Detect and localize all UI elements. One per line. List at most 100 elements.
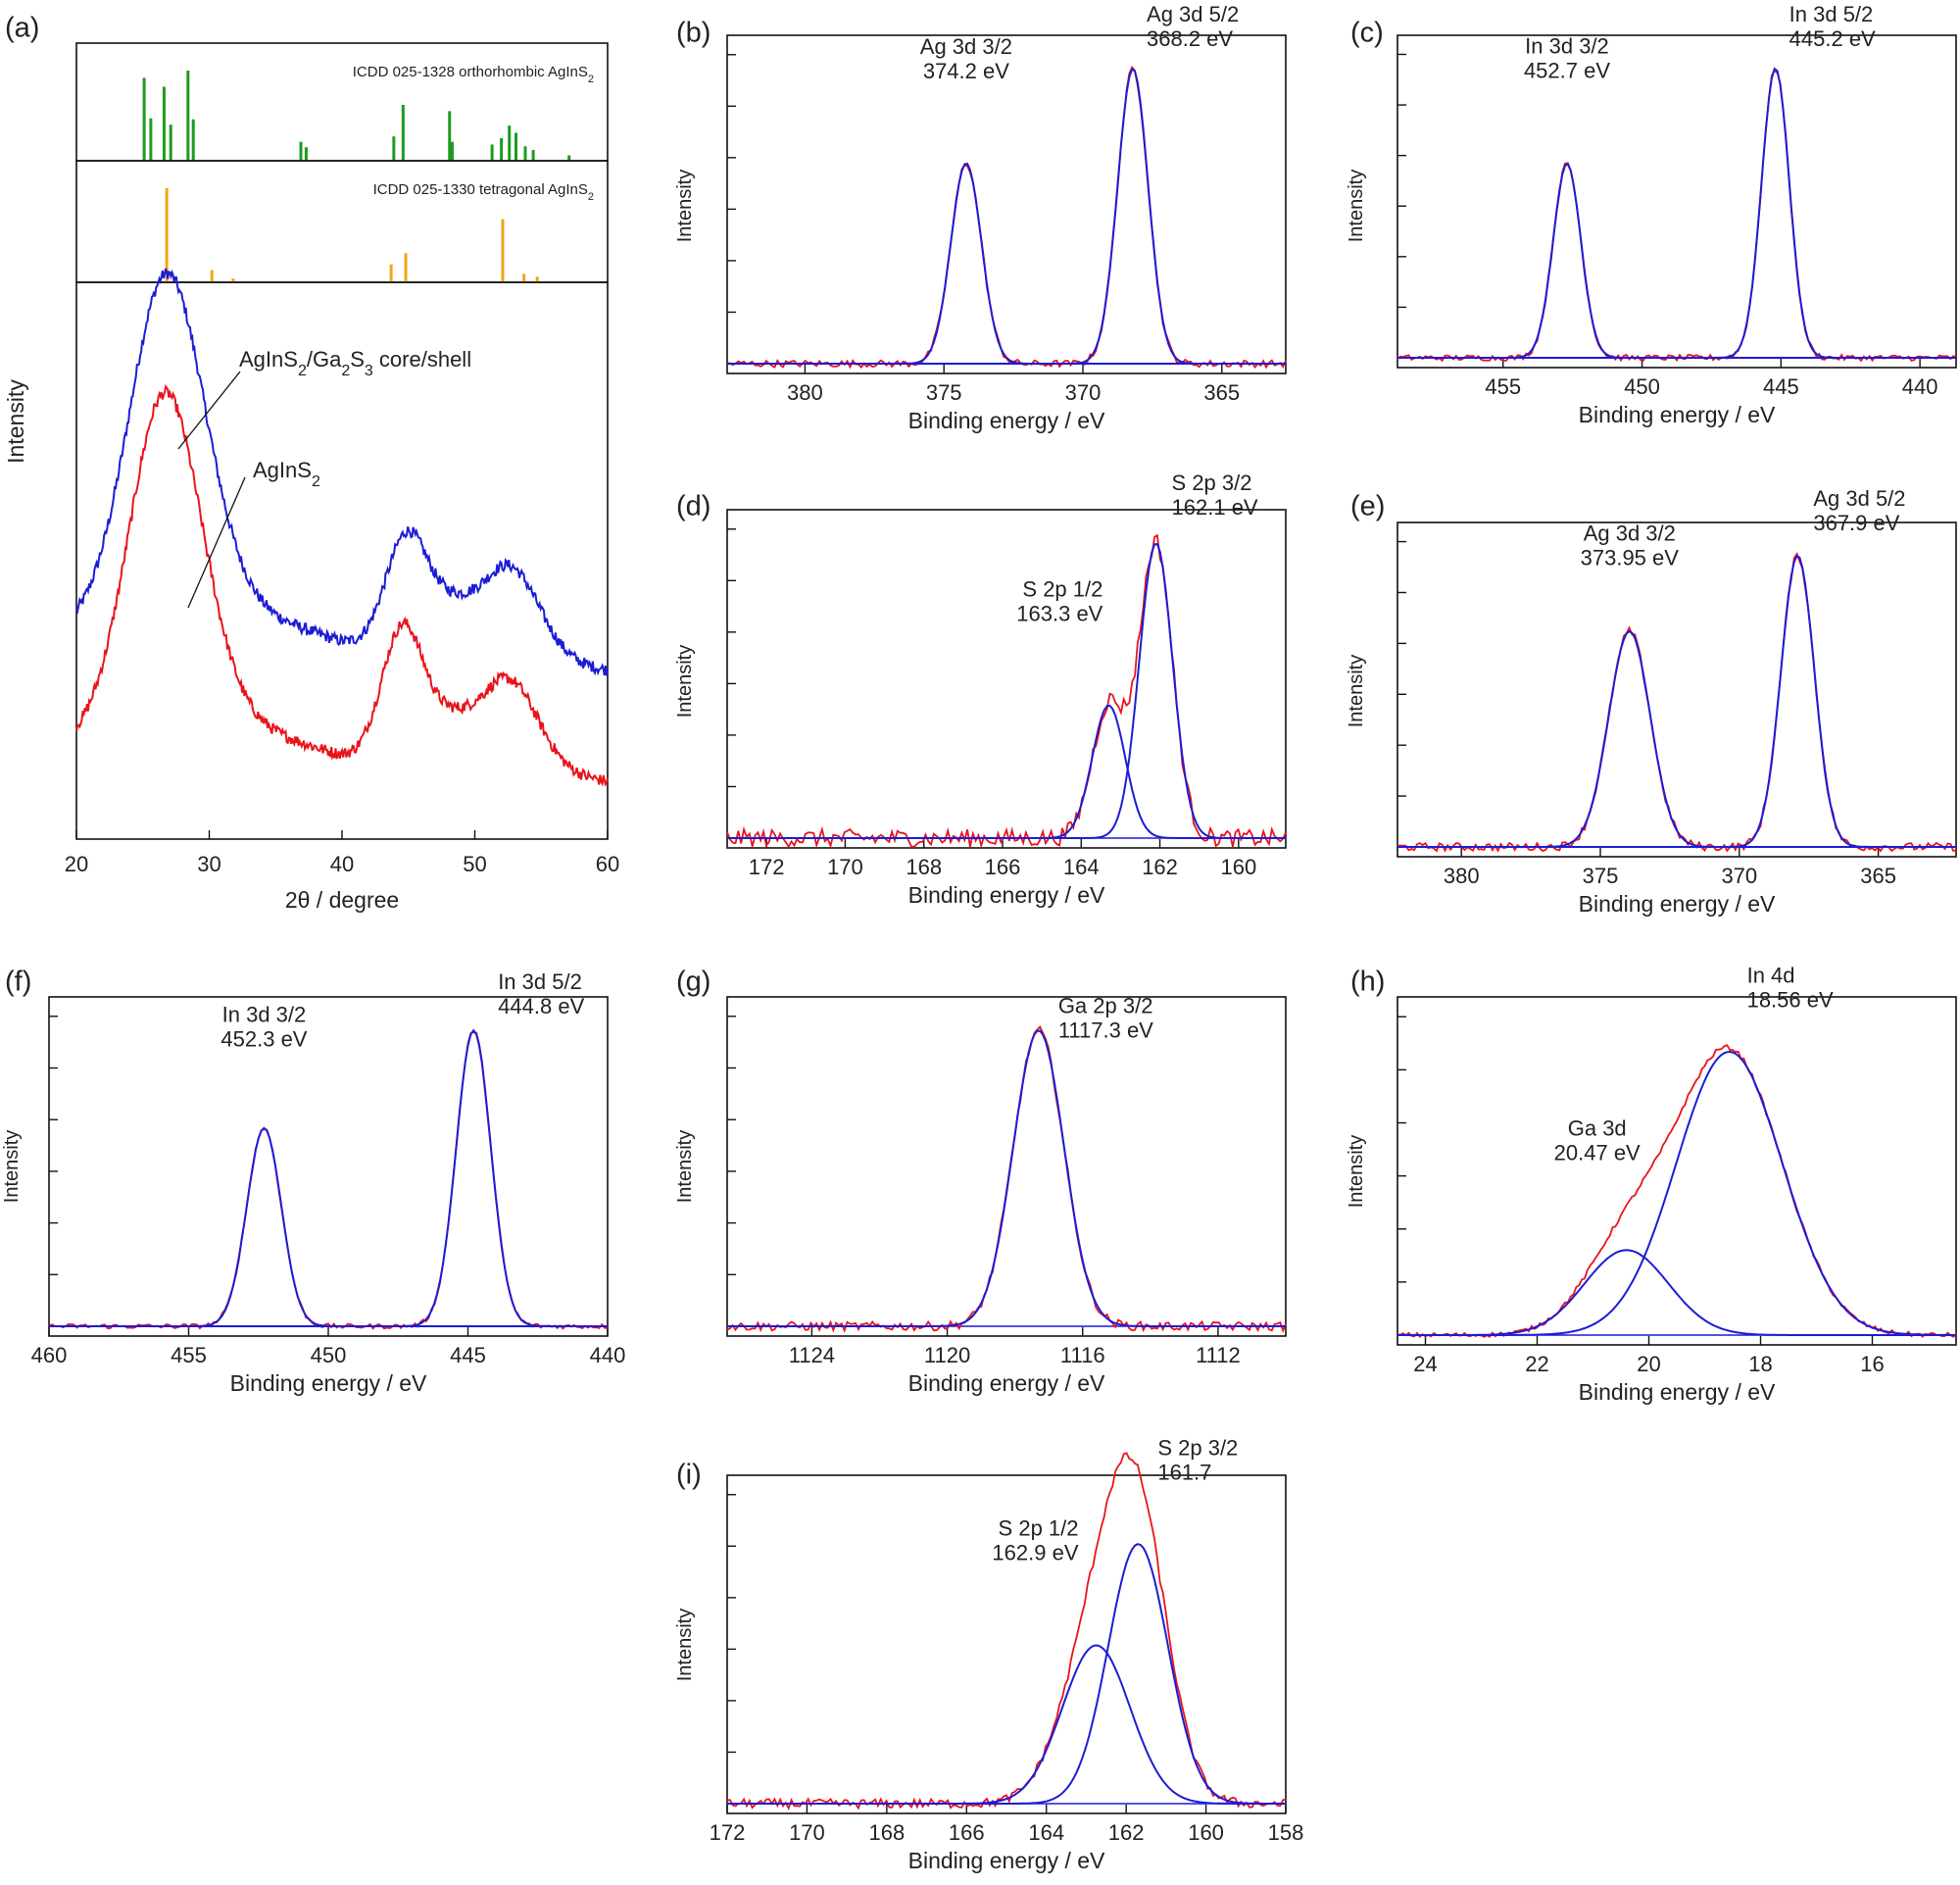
measured-spectrum-line <box>726 1024 1287 1333</box>
series-label-part: AgInS <box>253 458 312 482</box>
x-tick-label: 160 <box>1188 1820 1224 1845</box>
peak-label: In 3d 5/2 <box>498 969 582 994</box>
x-tick-label: 164 <box>1028 1820 1064 1845</box>
peak-label: In 3d 3/2 <box>222 1002 307 1026</box>
series-label-part: 2 <box>312 473 320 490</box>
axes-frame <box>726 1474 1287 1814</box>
fit-component-line-0 <box>727 1029 1286 1327</box>
x-tick-label: 40 <box>330 852 354 876</box>
peak-label: S 2p 3/2 <box>1172 471 1252 495</box>
peak-label: 367.9 eV <box>1813 511 1899 535</box>
x-tick-label: 445 <box>1763 374 1799 399</box>
fit-component-line-1 <box>727 1543 1286 1805</box>
series-label-part: /Ga <box>307 347 342 372</box>
x-tick-label: 455 <box>171 1343 207 1367</box>
x-tick-label: 60 <box>596 852 619 876</box>
x-tick-label: 440 <box>1902 374 1938 399</box>
xps-panel-i: 172 170 168 166 164 162 160 158 Binding energy /… <box>674 1435 1303 1873</box>
y-axis-label: Intensity <box>674 645 696 718</box>
x-tick-label: 1116 <box>1060 1343 1105 1367</box>
x-tick-label: 1120 <box>924 1343 970 1367</box>
peak-label: Ga 3d <box>1568 1116 1627 1141</box>
x-tick-label: 450 <box>311 1343 347 1367</box>
x-tick-label: 172 <box>710 1820 746 1845</box>
x-tick-label: 370 <box>1721 864 1757 888</box>
reference-pattern-1: ICDD 025-1330 tetragonal AgInS2 <box>75 160 609 283</box>
panel-letter: (e) <box>1350 491 1385 522</box>
peak-label: Ag 3d 5/2 <box>1147 2 1239 26</box>
peak-label: 162.9 eV <box>992 1540 1078 1564</box>
x-tick-label: 440 <box>590 1343 626 1367</box>
peak-label: 162.1 eV <box>1172 495 1258 520</box>
y-axis-label: Intensity <box>1346 655 1367 727</box>
peak-label: In 4d <box>1747 964 1795 988</box>
panel-letter: (f) <box>5 967 31 998</box>
reference-label: ICDD 025-1328 orthorhombic AgInS2 <box>353 64 594 85</box>
xps-panel-b: 380 375 370 365 Binding energy / eV Intensity… <box>674 2 1287 433</box>
series-label: AgInS2 <box>253 458 320 490</box>
peak-label: Ag 3d 3/2 <box>1584 521 1676 546</box>
y-axis-label: Intensity <box>674 1130 696 1203</box>
x-tick-label: 380 <box>787 380 823 405</box>
x-tick-label: 50 <box>463 852 486 876</box>
x-axis-label: Binding energy / eV <box>908 408 1105 433</box>
fit-component-line-0 <box>1397 1249 1956 1336</box>
x-tick-label: 16 <box>1860 1352 1884 1376</box>
y-axis-label: Intensity <box>3 379 28 464</box>
x-axis-label: 2θ / degree <box>285 887 399 913</box>
x-tick-label: 375 <box>1583 864 1619 888</box>
x-tick-label: 170 <box>789 1820 825 1845</box>
x-tick-label: 162 <box>1108 1820 1145 1845</box>
xps-panel-e: 380 375 370 365 Binding energy / eV Intensity… <box>1346 486 1957 917</box>
reference-label: ICDD 025-1330 tetragonal AgInS2 <box>373 181 594 203</box>
peak-label: 368.2 eV <box>1147 26 1233 51</box>
panel-letter: (h) <box>1350 967 1385 998</box>
panel-letter: (c) <box>1350 18 1384 49</box>
fit-component-line-0 <box>727 704 1286 839</box>
fit-component-line-0 <box>1397 629 1956 848</box>
fit-component-line-1 <box>727 67 1286 365</box>
x-axis-label: Binding energy / eV <box>1579 1379 1776 1405</box>
x-tick-label: 18 <box>1748 1352 1772 1376</box>
x-axis-label: Binding energy / eV <box>908 882 1105 908</box>
x-tick-label: 365 <box>1860 864 1896 888</box>
xps-panel-d: 172 170 168 166 164 162 160 Binding energy / eV… <box>674 471 1287 908</box>
x-tick-label: 22 <box>1525 1352 1548 1376</box>
peak-label: S 2p 1/2 <box>1022 576 1102 601</box>
panel-letter: (i) <box>676 1460 702 1491</box>
x-tick-label: 450 <box>1624 374 1660 399</box>
fit-component-line-0 <box>727 1644 1286 1805</box>
peak-label: In 3d 5/2 <box>1789 2 1874 26</box>
series-label-part: AgInS <box>239 347 298 372</box>
fit-component-line-1 <box>1397 554 1956 848</box>
peak-label: 373.95 eV <box>1581 546 1680 570</box>
reference-pattern-0: ICDD 025-1328 orthorhombic AgInS2 <box>75 42 609 162</box>
fit-component-line-1 <box>1397 1050 1956 1336</box>
x-tick-label: 166 <box>949 1820 985 1845</box>
x-tick-label: 455 <box>1485 374 1521 399</box>
x-tick-label: 1112 <box>1196 1343 1241 1367</box>
peak-label: 445.2 eV <box>1789 26 1876 51</box>
axes-frame <box>726 509 1287 849</box>
peak-label: 452.3 eV <box>220 1026 307 1051</box>
reference-frame <box>75 160 609 283</box>
x-tick-label: 172 <box>749 855 785 879</box>
peak-label: 163.3 eV <box>1016 601 1102 625</box>
panel-letter: (b) <box>676 18 710 49</box>
measured-spectrum-line <box>48 1031 609 1330</box>
x-tick-label: 375 <box>926 380 962 405</box>
x-tick-label: 460 <box>31 1343 68 1367</box>
x-tick-label: 170 <box>827 855 863 879</box>
x-tick-label: 158 <box>1268 1820 1304 1845</box>
axes-frame <box>726 34 1287 374</box>
x-tick-label: 445 <box>450 1343 486 1367</box>
x-tick-label: 20 <box>65 852 88 876</box>
x-tick-label: 160 <box>1220 855 1256 879</box>
fit-component-line-0 <box>727 162 1286 365</box>
panel-letter: (a) <box>5 13 39 44</box>
series-label: AgInS2/Ga2S3 core/shell <box>239 347 471 379</box>
x-tick-label: 168 <box>868 1820 905 1845</box>
series-label-part: 2 <box>341 363 350 379</box>
axes-frame <box>48 996 609 1337</box>
